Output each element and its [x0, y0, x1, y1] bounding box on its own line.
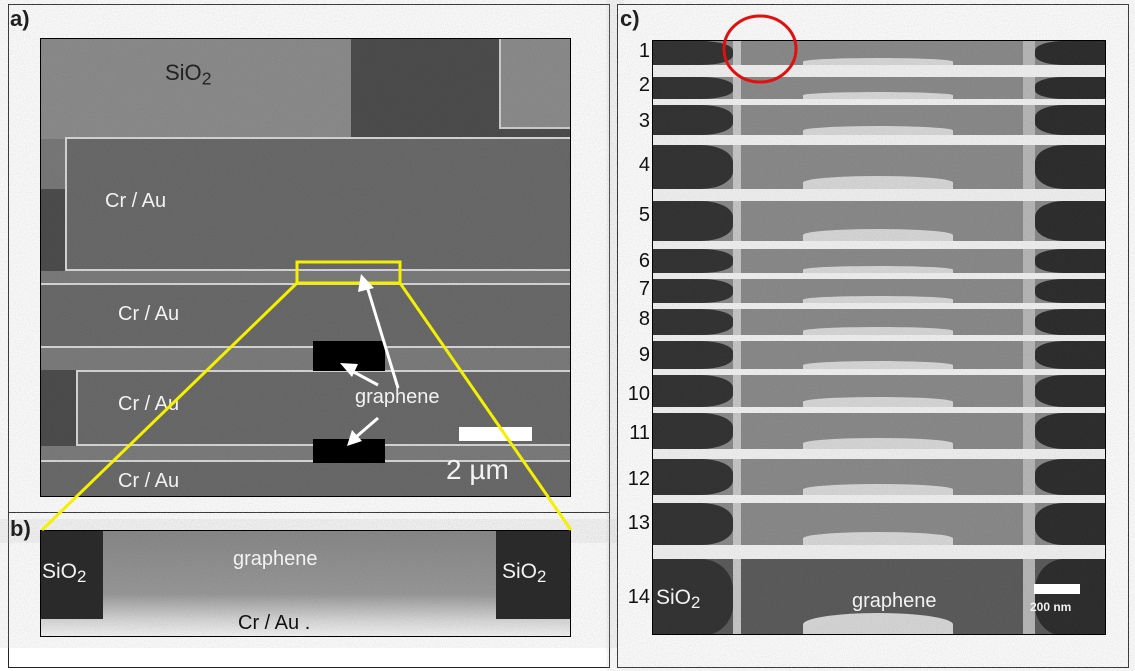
slice-number-5: 5	[638, 204, 650, 226]
panel-divider	[8, 512, 610, 513]
slice-number-1: 1	[638, 40, 650, 62]
slice-number-7: 7	[638, 278, 650, 300]
slice-number-10: 10	[627, 383, 650, 405]
panel-b-sem-image	[40, 530, 571, 637]
slice-number-4: 4	[638, 154, 650, 176]
slice-number-3: 3	[638, 110, 650, 132]
substrate-strip	[41, 271, 570, 283]
panel-c-scale-bar	[1034, 584, 1080, 594]
panel-b-sio2-left: SiO2	[42, 560, 87, 587]
slice-11	[653, 413, 1105, 449]
slice-5	[653, 201, 1105, 241]
graphene-label: graphene	[355, 386, 440, 408]
sio2-region-right	[499, 39, 570, 129]
slice-number-12: 12	[627, 468, 650, 490]
slice-2	[653, 77, 1105, 99]
scale-bar-label: 2 µm	[446, 454, 509, 485]
slice-number-6: 6	[638, 250, 650, 272]
graphene-flake-2	[313, 439, 385, 463]
slice-12	[653, 459, 1105, 495]
panel-c-scale-bar-label: 200 nm	[1030, 600, 1072, 614]
panel-c-graphene-label: graphene	[852, 590, 937, 612]
electrode-label-2: Cr / Au	[118, 303, 180, 325]
panel-c-label: c)	[620, 6, 640, 31]
graphene-flake-1	[313, 341, 385, 371]
slice-1	[653, 41, 1105, 65]
slice-13	[653, 503, 1105, 545]
panel-c-sio2-label: SiO2	[656, 586, 701, 613]
slice-number-14: 14	[627, 586, 650, 608]
panel-a-label: a)	[10, 6, 30, 31]
panel-b-sio2-right: SiO2	[502, 560, 547, 587]
panel-b-graphene-label: graphene	[233, 548, 318, 570]
electrode-label-1: Cr / Au	[105, 190, 167, 212]
slice-14	[653, 559, 1105, 634]
sio2-label: SiO2	[165, 60, 212, 89]
slice-6	[653, 249, 1105, 273]
sio2-region-corner	[41, 139, 66, 189]
sio2-region	[41, 39, 351, 139]
panel-c-sem-stack	[652, 40, 1106, 635]
slice-7	[653, 279, 1105, 303]
substrate-strip-2	[41, 348, 570, 370]
slice-4	[653, 145, 1105, 189]
slice-8	[653, 309, 1105, 335]
slice-10	[653, 375, 1105, 407]
slice-3	[653, 105, 1105, 135]
slice-number-8: 8	[638, 308, 650, 330]
sio2-left-block	[41, 531, 103, 619]
slice-number-9: 9	[638, 344, 650, 366]
slice-number-11: 11	[629, 422, 650, 444]
slice-number-13: 13	[627, 512, 650, 534]
panel-b-bottom-label: Cr / Au .	[238, 612, 311, 634]
electrode-label-4: Cr / Au	[118, 470, 180, 492]
slice-9	[653, 341, 1105, 369]
slice-container	[653, 41, 1105, 634]
electrode-label-3: Cr / Au	[118, 393, 180, 415]
sio2-right-block	[496, 531, 570, 619]
slice-number-2: 2	[638, 74, 650, 96]
scale-bar	[459, 427, 532, 441]
panel-b-label: b)	[10, 516, 31, 541]
